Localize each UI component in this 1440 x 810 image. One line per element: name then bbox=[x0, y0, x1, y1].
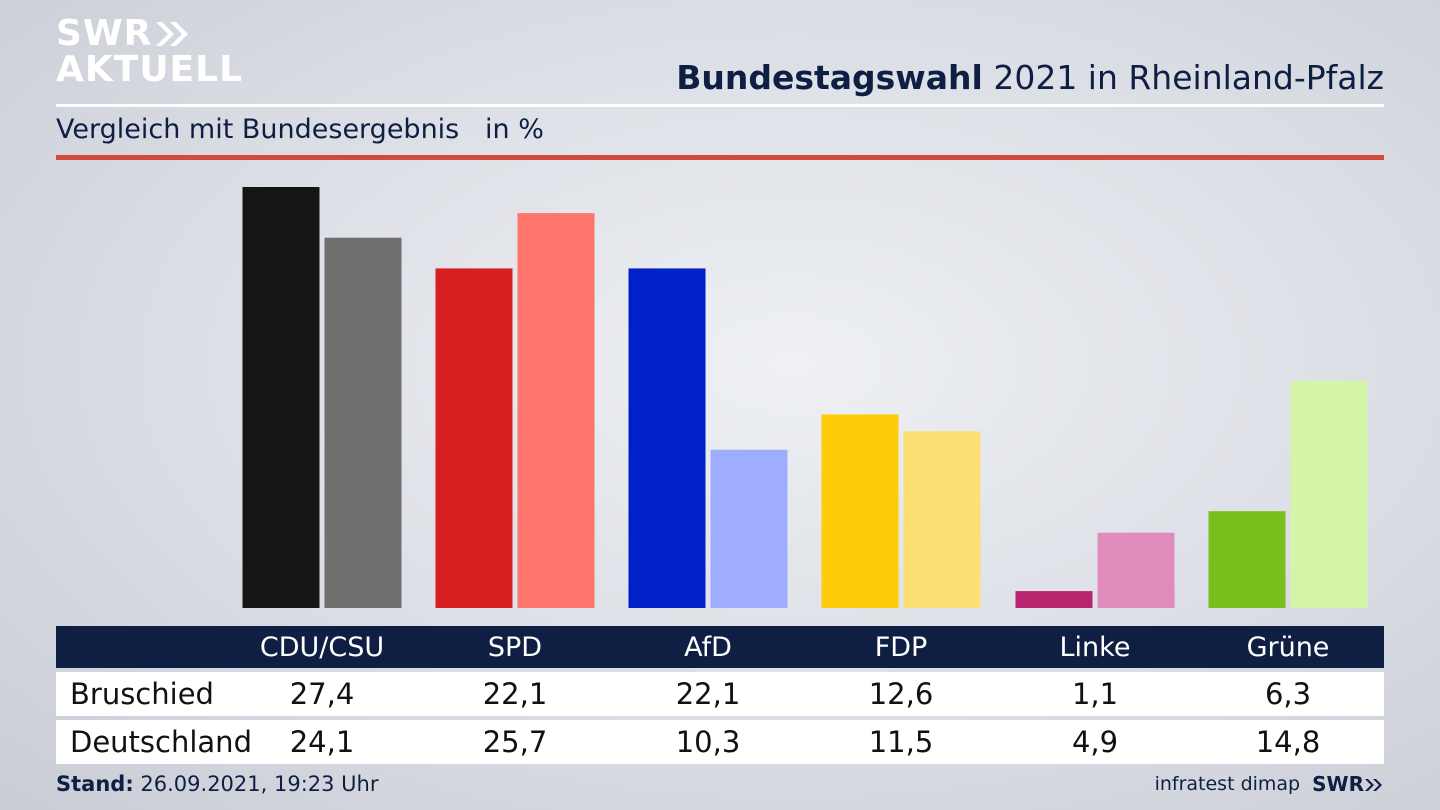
bar-fdp-deutschland bbox=[903, 431, 981, 608]
footer-logo-text: SWR bbox=[1312, 772, 1364, 796]
timestamp: Stand: 26.09.2021, 19:23 Uhr bbox=[56, 772, 379, 796]
footer-swr-logo: SWR bbox=[1312, 772, 1384, 796]
bar-cdu-csu-deutschland bbox=[324, 237, 402, 608]
table-cell-value: 22,1 bbox=[675, 677, 741, 711]
table-cell-value: 12,6 bbox=[868, 677, 934, 711]
table-header: CDU/CSU SPD AfD FDP Linke Grüne bbox=[56, 626, 1384, 668]
title-bold: Bundestagswahl bbox=[676, 58, 983, 97]
table-cell-value: 25,7 bbox=[482, 725, 548, 759]
results-table: CDU/CSU SPD AfD FDP Linke Grüne Bruschied 27,… bbox=[56, 626, 1384, 764]
swr-chevrons-small-icon bbox=[1365, 779, 1382, 791]
stand-label: Stand: bbox=[56, 772, 134, 796]
bar-afd-deutschland bbox=[710, 449, 788, 608]
column-header-fdp: FDP bbox=[874, 631, 928, 663]
swr-aktuell-logo: SWR AKTUELL bbox=[56, 16, 243, 88]
table-row: Bruschied 27,4 22,1 22,1 12,6 1,1 6,3 bbox=[56, 672, 1384, 716]
table-cell-value: 27,4 bbox=[289, 677, 355, 711]
table-cell-value: 14,8 bbox=[1255, 725, 1321, 759]
bar-linke-bruschied bbox=[1015, 591, 1093, 608]
column-header-afd: AfD bbox=[684, 631, 732, 663]
bar-grüne-deutschland bbox=[1290, 380, 1368, 608]
row-label: Deutschland bbox=[70, 725, 252, 759]
page-title: Bundestagswahl 2021 in Rheinland-Pfalz bbox=[676, 58, 1384, 97]
table-cell-value: 4,9 bbox=[1071, 725, 1119, 759]
chart-subtitle: Vergleich mit Bundesergebnis in % bbox=[56, 114, 544, 145]
logo-text-aktuell: AKTUELL bbox=[56, 49, 244, 90]
column-header-cdu-csu: CDU/CSU bbox=[259, 631, 385, 663]
table-cell-value: 24,1 bbox=[289, 725, 355, 759]
swr-chevrons-icon bbox=[156, 22, 189, 46]
title-divider bbox=[56, 104, 1384, 107]
column-header-grüne: Grüne bbox=[1246, 631, 1330, 663]
accent-divider bbox=[56, 155, 1384, 160]
bar-cdu-csu-bruschied bbox=[242, 187, 320, 608]
stand-value: 26.09.2021, 19:23 Uhr bbox=[133, 772, 379, 796]
bar-linke-deutschland bbox=[1097, 532, 1175, 608]
footer-source: infratest dimap SWR bbox=[1155, 772, 1384, 796]
column-header-linke: Linke bbox=[1059, 631, 1131, 663]
bar-fdp-bruschied bbox=[821, 414, 899, 608]
column-header-spd: SPD bbox=[487, 631, 543, 663]
table-cell-value: 6,3 bbox=[1264, 677, 1312, 711]
source-label: infratest dimap bbox=[1154, 773, 1301, 795]
row-label: Bruschied bbox=[70, 677, 214, 711]
table-row: Deutschland 24,1 25,7 10,3 11,5 4,9 14,8 bbox=[56, 720, 1384, 764]
bar-grüne-bruschied bbox=[1208, 511, 1286, 608]
bar-spd-deutschland bbox=[517, 213, 595, 609]
table-cell-value: 11,5 bbox=[868, 725, 934, 759]
bar-spd-bruschied bbox=[435, 268, 513, 608]
logo-text-swr: SWR bbox=[56, 13, 153, 54]
table-cell-value: 1,1 bbox=[1071, 677, 1119, 711]
table-cell-value: 22,1 bbox=[482, 677, 548, 711]
table-cell-value: 10,3 bbox=[675, 725, 741, 759]
bar-afd-bruschied bbox=[628, 268, 706, 608]
title-rest: 2021 in Rheinland-Pfalz bbox=[982, 58, 1384, 97]
